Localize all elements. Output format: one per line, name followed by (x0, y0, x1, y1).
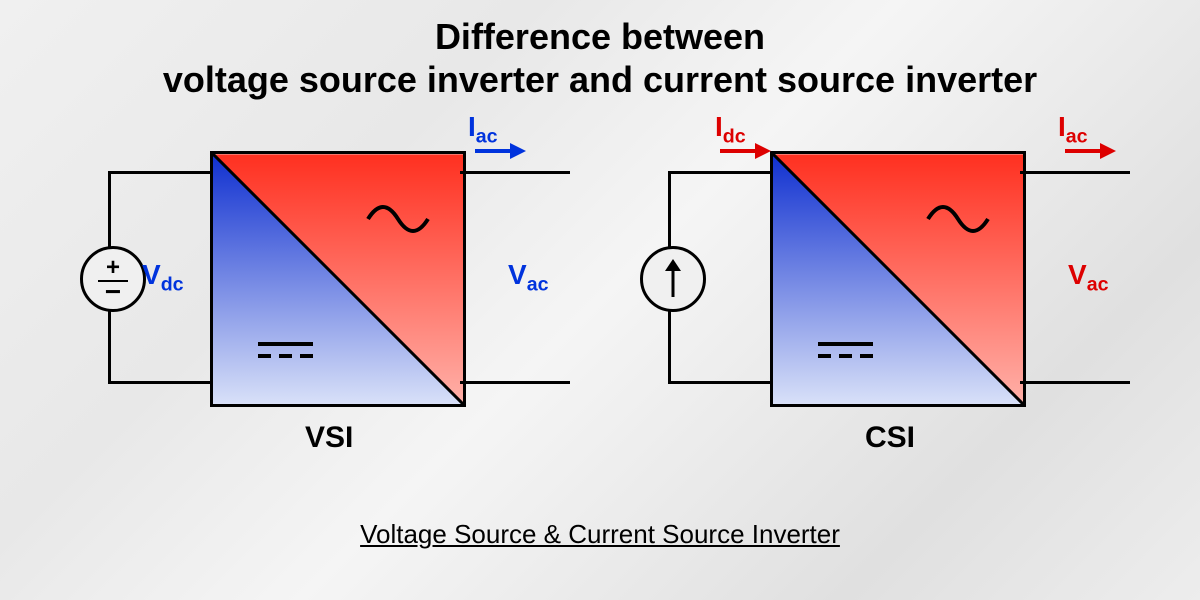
voltage-source-icon: + − (80, 246, 146, 312)
csi-diagram: Idc Iac Vac CSI (620, 131, 1140, 511)
wire (110, 171, 210, 174)
wire (668, 305, 671, 384)
wire (670, 171, 770, 174)
vsi-inverter-box (210, 151, 466, 407)
csi-inverter-box (770, 151, 1026, 407)
vac-label: Vac (1068, 259, 1108, 297)
plus-icon: + (106, 259, 120, 277)
vsi-diagram: + − Vdc Iac Vac VSI (60, 131, 580, 511)
current-source-icon (640, 246, 706, 312)
wire (668, 171, 671, 247)
vsi-type-label: VSI (305, 421, 353, 455)
wire (108, 305, 111, 384)
wire (670, 381, 770, 384)
wire (1020, 171, 1130, 174)
wire (1020, 381, 1130, 384)
csi-type-label: CSI (865, 421, 915, 455)
title-line-2: voltage source inverter and current sour… (0, 58, 1200, 101)
up-arrow-icon (658, 257, 688, 301)
page-title: Difference between voltage source invert… (0, 0, 1200, 101)
minus-icon: − (105, 285, 121, 299)
wire (110, 381, 210, 384)
diagram-container: + − Vdc Iac Vac VSI (0, 131, 1200, 511)
title-line-1: Difference between (0, 15, 1200, 58)
iac-label: Iac (1058, 111, 1088, 149)
iac-label: Iac (468, 111, 498, 149)
idc-label: Idc (715, 111, 746, 149)
wire (460, 171, 570, 174)
wire (460, 381, 570, 384)
vac-label: Vac (508, 259, 548, 297)
wire (108, 171, 111, 247)
caption: Voltage Source & Current Source Inverter (0, 519, 1200, 550)
vdc-label: Vdc (142, 259, 184, 297)
